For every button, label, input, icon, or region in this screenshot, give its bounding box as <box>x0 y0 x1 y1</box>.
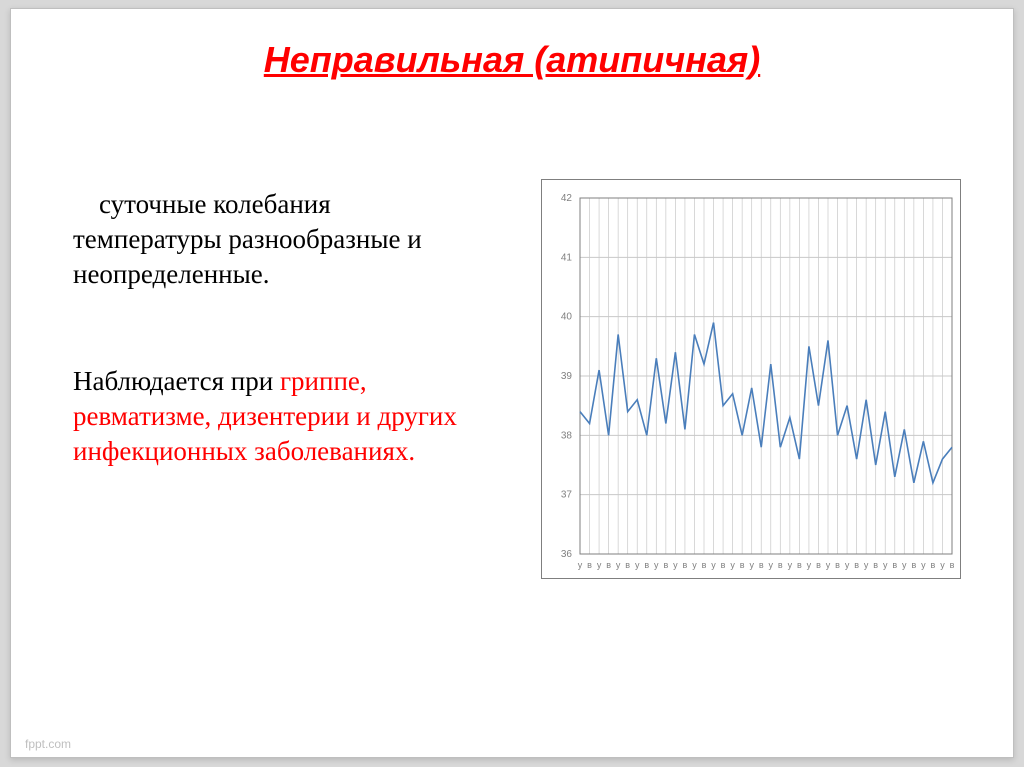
svg-text:у: у <box>788 560 793 570</box>
paragraph-2: Наблюдается при гриппе, ревматизме, дизе… <box>73 364 473 469</box>
svg-text:у: у <box>635 560 640 570</box>
svg-text:у: у <box>654 560 659 570</box>
svg-text:у: у <box>692 560 697 570</box>
svg-text:у: у <box>749 560 754 570</box>
chart-svg: 36373839404142увувувувувувувувувувувувув… <box>542 180 962 580</box>
svg-text:у: у <box>769 560 774 570</box>
svg-text:42: 42 <box>561 193 573 204</box>
svg-text:38: 38 <box>561 430 573 441</box>
para2-lead: Наблюдается при <box>73 366 280 396</box>
svg-text:у: у <box>940 560 945 570</box>
svg-text:39: 39 <box>561 371 573 382</box>
paragraph-1: суточные колебания температуры разнообра… <box>73 187 473 292</box>
svg-text:у: у <box>883 560 888 570</box>
para1-text: суточные колебания температуры разнообра… <box>73 189 422 289</box>
title-text: Неправильная (атипичная) <box>264 39 760 80</box>
svg-text:у: у <box>673 560 678 570</box>
svg-text:в: в <box>816 560 821 570</box>
svg-text:в: в <box>606 560 611 570</box>
svg-text:в: в <box>625 560 630 570</box>
svg-text:в: в <box>911 560 916 570</box>
svg-text:в: в <box>759 560 764 570</box>
svg-text:в: в <box>931 560 936 570</box>
svg-text:37: 37 <box>561 490 573 501</box>
svg-text:в: в <box>683 560 688 570</box>
slide: Неправильная (атипичная) суточные колеба… <box>11 9 1013 757</box>
svg-text:в: в <box>797 560 802 570</box>
svg-text:у: у <box>902 560 907 570</box>
svg-text:у: у <box>730 560 735 570</box>
slide-title: Неправильная (атипичная) <box>11 39 1013 81</box>
svg-text:в: в <box>950 560 955 570</box>
svg-text:у: у <box>864 560 869 570</box>
svg-text:у: у <box>921 560 926 570</box>
svg-text:у: у <box>597 560 602 570</box>
svg-text:в: в <box>702 560 707 570</box>
svg-text:у: у <box>807 560 812 570</box>
svg-text:в: в <box>778 560 783 570</box>
svg-text:41: 41 <box>561 252 573 263</box>
slide-card: Неправильная (атипичная) суточные колеба… <box>10 8 1014 758</box>
svg-text:у: у <box>845 560 850 570</box>
svg-text:у: у <box>616 560 621 570</box>
svg-text:в: в <box>721 560 726 570</box>
svg-text:в: в <box>892 560 897 570</box>
svg-text:36: 36 <box>561 549 573 560</box>
svg-text:в: в <box>663 560 668 570</box>
svg-text:в: в <box>854 560 859 570</box>
svg-text:у: у <box>578 560 583 570</box>
svg-text:у: у <box>711 560 716 570</box>
footer-watermark: fppt.com <box>25 737 71 751</box>
svg-text:в: в <box>740 560 745 570</box>
svg-text:в: в <box>835 560 840 570</box>
svg-text:в: в <box>644 560 649 570</box>
svg-text:40: 40 <box>561 312 573 323</box>
body-text: суточные колебания температуры разнообра… <box>73 187 473 542</box>
svg-text:у: у <box>826 560 831 570</box>
svg-text:в: в <box>587 560 592 570</box>
temperature-chart: 36373839404142увувувувувувувувувувувувув… <box>541 179 961 579</box>
svg-text:в: в <box>873 560 878 570</box>
